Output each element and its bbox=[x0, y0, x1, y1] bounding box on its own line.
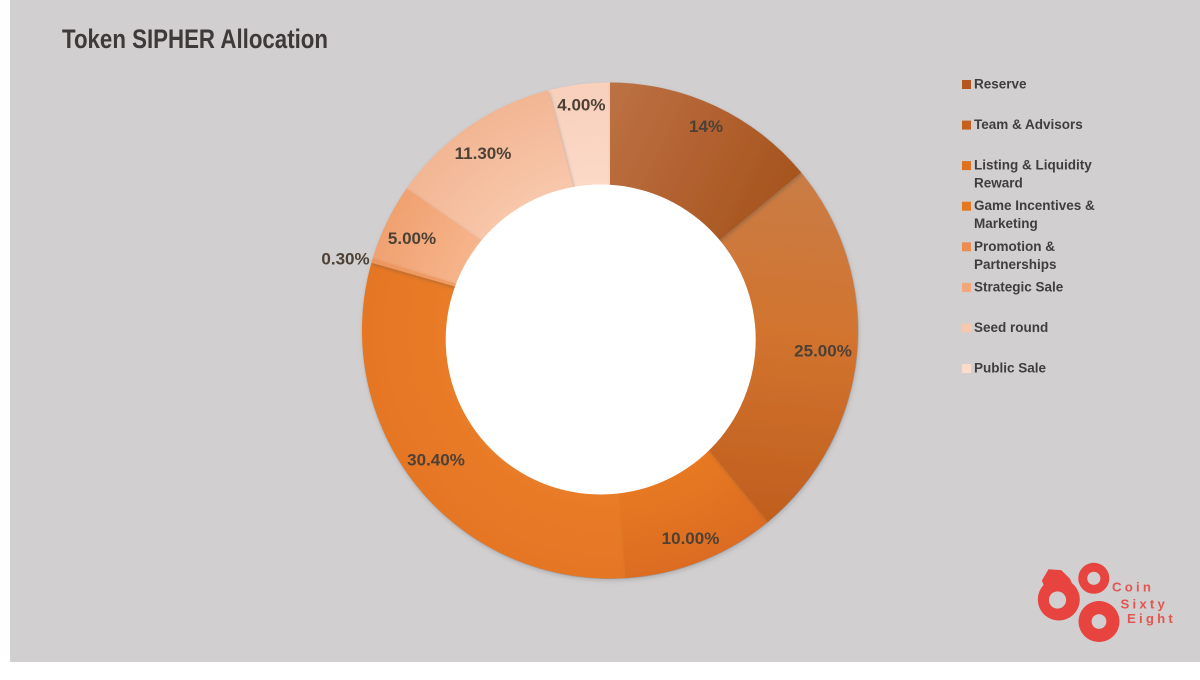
svg-text:Token SIPHER Allocation: Token SIPHER Allocation bbox=[62, 24, 328, 54]
svg-text:Coin: Coin bbox=[1112, 579, 1154, 594]
svg-text:Eight: Eight bbox=[1127, 611, 1176, 626]
svg-text:25.00%: 25.00% bbox=[794, 342, 852, 361]
svg-text:11.30%: 11.30% bbox=[455, 144, 512, 163]
svg-text:Reward: Reward bbox=[974, 176, 1023, 191]
svg-text:Game Incentives &: Game Incentives & bbox=[974, 198, 1095, 213]
svg-text:0.30%: 0.30% bbox=[321, 250, 369, 269]
svg-text:30.40%: 30.40% bbox=[407, 451, 465, 470]
svg-text:Reserve: Reserve bbox=[974, 77, 1027, 92]
svg-text:4.00%: 4.00% bbox=[557, 96, 605, 115]
svg-text:14%: 14% bbox=[689, 117, 723, 136]
svg-text:Seed round: Seed round bbox=[974, 320, 1048, 335]
svg-text:Partnerships: Partnerships bbox=[974, 257, 1057, 272]
svg-text:Strategic Sale: Strategic Sale bbox=[974, 279, 1064, 294]
svg-text:Listing & Liquidity: Listing & Liquidity bbox=[974, 158, 1092, 173]
svg-text:Team & Advisors: Team & Advisors bbox=[974, 117, 1083, 132]
svg-text:Public Sale: Public Sale bbox=[974, 361, 1047, 376]
svg-text:Promotion &: Promotion & bbox=[974, 239, 1055, 254]
svg-text:Marketing: Marketing bbox=[974, 216, 1038, 231]
svg-text:10.00%: 10.00% bbox=[662, 529, 720, 548]
svg-text:5.00%: 5.00% bbox=[388, 229, 436, 248]
svg-text:Sixty: Sixty bbox=[1121, 596, 1169, 611]
